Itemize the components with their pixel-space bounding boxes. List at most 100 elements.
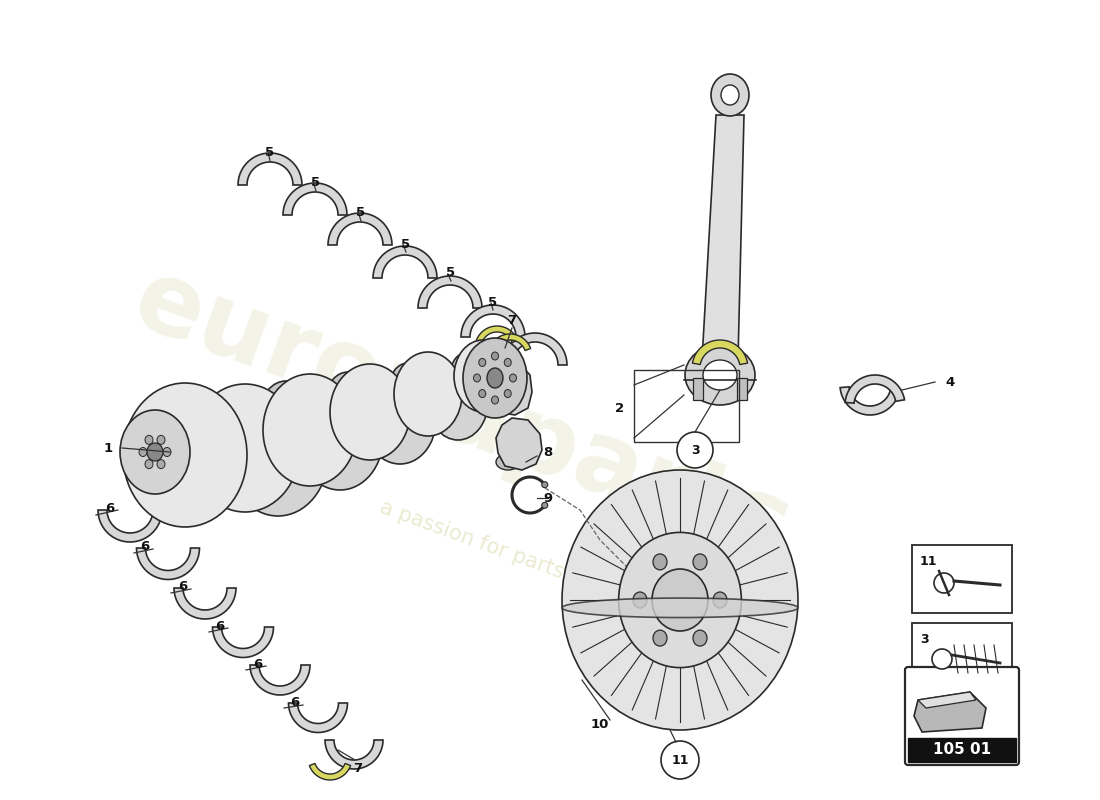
Ellipse shape bbox=[263, 374, 358, 486]
Polygon shape bbox=[212, 627, 274, 658]
Ellipse shape bbox=[451, 353, 481, 391]
Text: 5: 5 bbox=[356, 206, 365, 219]
Ellipse shape bbox=[492, 396, 498, 404]
FancyBboxPatch shape bbox=[905, 667, 1019, 765]
Polygon shape bbox=[418, 276, 482, 308]
Ellipse shape bbox=[478, 358, 486, 366]
Ellipse shape bbox=[163, 447, 170, 457]
Ellipse shape bbox=[120, 410, 190, 494]
Polygon shape bbox=[702, 115, 744, 380]
Text: 7: 7 bbox=[353, 762, 363, 774]
Polygon shape bbox=[914, 692, 986, 732]
Text: 6: 6 bbox=[178, 581, 188, 594]
Text: 6: 6 bbox=[106, 502, 114, 514]
Ellipse shape bbox=[261, 381, 311, 441]
Polygon shape bbox=[136, 548, 199, 579]
Polygon shape bbox=[373, 246, 437, 278]
Polygon shape bbox=[840, 387, 900, 415]
Ellipse shape bbox=[711, 74, 749, 116]
Ellipse shape bbox=[228, 396, 328, 516]
Text: 1: 1 bbox=[103, 442, 112, 454]
Ellipse shape bbox=[509, 374, 517, 382]
Text: 6: 6 bbox=[141, 541, 150, 554]
Ellipse shape bbox=[693, 554, 707, 570]
Ellipse shape bbox=[632, 592, 647, 608]
Ellipse shape bbox=[190, 384, 300, 512]
Ellipse shape bbox=[487, 368, 503, 388]
Polygon shape bbox=[503, 333, 566, 365]
Ellipse shape bbox=[454, 340, 512, 412]
Polygon shape bbox=[496, 418, 542, 470]
Text: 5: 5 bbox=[447, 266, 455, 279]
Ellipse shape bbox=[394, 352, 462, 436]
Ellipse shape bbox=[147, 443, 163, 461]
Bar bbox=[912, 545, 1012, 613]
Text: 11: 11 bbox=[920, 555, 937, 568]
Text: 5: 5 bbox=[402, 238, 410, 250]
Polygon shape bbox=[98, 510, 162, 542]
Ellipse shape bbox=[492, 352, 498, 360]
Bar bbox=[908, 738, 1016, 762]
Ellipse shape bbox=[618, 533, 741, 667]
Ellipse shape bbox=[693, 630, 707, 646]
Ellipse shape bbox=[504, 390, 512, 398]
Text: 5: 5 bbox=[265, 146, 275, 159]
Ellipse shape bbox=[652, 569, 708, 631]
Polygon shape bbox=[324, 740, 383, 769]
Ellipse shape bbox=[145, 460, 153, 469]
Ellipse shape bbox=[327, 372, 370, 424]
Text: 7: 7 bbox=[507, 314, 517, 326]
Polygon shape bbox=[174, 588, 236, 619]
Text: 11: 11 bbox=[671, 754, 689, 766]
Ellipse shape bbox=[145, 435, 153, 444]
Ellipse shape bbox=[364, 376, 436, 464]
Ellipse shape bbox=[463, 338, 527, 418]
Text: 6: 6 bbox=[216, 619, 224, 633]
Polygon shape bbox=[309, 763, 351, 780]
Text: 6: 6 bbox=[290, 697, 299, 710]
Polygon shape bbox=[461, 305, 525, 337]
Text: 10: 10 bbox=[591, 718, 609, 731]
Ellipse shape bbox=[541, 502, 548, 508]
Ellipse shape bbox=[157, 435, 165, 444]
Ellipse shape bbox=[330, 364, 410, 460]
Ellipse shape bbox=[541, 482, 548, 488]
Text: 8: 8 bbox=[543, 446, 552, 458]
Polygon shape bbox=[692, 340, 748, 365]
Ellipse shape bbox=[123, 383, 248, 527]
Ellipse shape bbox=[653, 630, 667, 646]
Polygon shape bbox=[238, 153, 302, 185]
Ellipse shape bbox=[390, 363, 426, 407]
Ellipse shape bbox=[932, 649, 952, 669]
Polygon shape bbox=[476, 326, 518, 342]
Ellipse shape bbox=[504, 358, 512, 366]
Text: 2: 2 bbox=[615, 402, 625, 414]
Ellipse shape bbox=[496, 454, 520, 470]
Ellipse shape bbox=[653, 554, 667, 570]
Polygon shape bbox=[250, 665, 310, 695]
Polygon shape bbox=[488, 360, 532, 415]
Polygon shape bbox=[490, 334, 530, 350]
Text: 5: 5 bbox=[311, 177, 320, 190]
Text: a passion for parts since 1985: a passion for parts since 1985 bbox=[376, 497, 680, 623]
Text: 3: 3 bbox=[691, 443, 700, 457]
Text: 3: 3 bbox=[920, 633, 928, 646]
Ellipse shape bbox=[562, 470, 798, 730]
Ellipse shape bbox=[685, 345, 755, 405]
Ellipse shape bbox=[428, 364, 488, 440]
Ellipse shape bbox=[562, 598, 798, 618]
Ellipse shape bbox=[478, 390, 486, 398]
Polygon shape bbox=[845, 375, 904, 403]
Text: 9: 9 bbox=[543, 491, 552, 505]
Ellipse shape bbox=[934, 573, 954, 593]
Text: 4: 4 bbox=[945, 375, 955, 389]
Bar bbox=[693, 378, 703, 400]
Text: 5: 5 bbox=[488, 295, 497, 309]
Ellipse shape bbox=[720, 85, 739, 105]
Bar bbox=[737, 378, 747, 400]
Ellipse shape bbox=[297, 386, 383, 490]
Ellipse shape bbox=[703, 360, 737, 390]
Ellipse shape bbox=[713, 592, 727, 608]
Ellipse shape bbox=[473, 374, 481, 382]
Bar bbox=[634, 370, 739, 442]
